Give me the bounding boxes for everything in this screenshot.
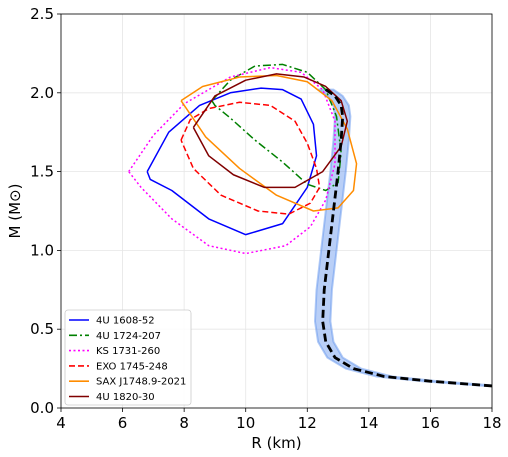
central-eos-curve xyxy=(321,88,492,388)
y-tick-label: 0.5 xyxy=(30,320,54,338)
plot-frame xyxy=(60,13,493,409)
legend-label: 4U 1820-30 xyxy=(96,392,155,403)
x-tick-label: 14 xyxy=(359,414,378,432)
series-layer xyxy=(128,63,358,255)
x-tick-label: 6 xyxy=(118,414,128,432)
y-tick-label: 1.0 xyxy=(30,241,54,259)
series-contour xyxy=(180,101,321,215)
legend-label: 4U 1724-207 xyxy=(96,331,161,342)
y-tick-label: 1.5 xyxy=(30,163,54,181)
legend-label: KS 1731-260 xyxy=(96,346,160,357)
legend-label: SAX J1748.9-2021 xyxy=(96,377,186,388)
legend-label: 4U 1608-52 xyxy=(96,316,155,327)
series-contour xyxy=(180,74,358,212)
y-tick-label: 0.0 xyxy=(30,399,54,417)
x-axis-label: R (km) xyxy=(251,434,301,452)
axis-ticks: 4 6 8 10 12 14 16 18 0.0 0.5 1.0 1.5 2.0 2.5 xyxy=(30,5,501,432)
plot-area xyxy=(128,63,492,388)
series-contour xyxy=(128,66,336,255)
series-contour xyxy=(192,73,349,189)
x-tick-label: 16 xyxy=(421,414,440,432)
x-tick-label: 18 xyxy=(482,414,501,432)
legend-box xyxy=(64,309,192,406)
legend-label: EXO 1745-248 xyxy=(96,361,168,372)
x-tick-label: 8 xyxy=(179,414,189,432)
legend: 4U 1608-52 4U 1724-207 KS 1731-260 EXO 1745… xyxy=(64,309,192,406)
x-tick-label: 10 xyxy=(236,414,255,432)
y-tick-label: 2.0 xyxy=(30,84,54,102)
x-tick-label: 4 xyxy=(56,414,66,432)
x-tick-label: 12 xyxy=(298,414,317,432)
central-curve-layer xyxy=(321,88,492,388)
y-tick-label: 2.5 xyxy=(30,5,54,23)
y-axis-label: M (M⊙) xyxy=(6,184,24,239)
series-contour xyxy=(146,87,318,236)
